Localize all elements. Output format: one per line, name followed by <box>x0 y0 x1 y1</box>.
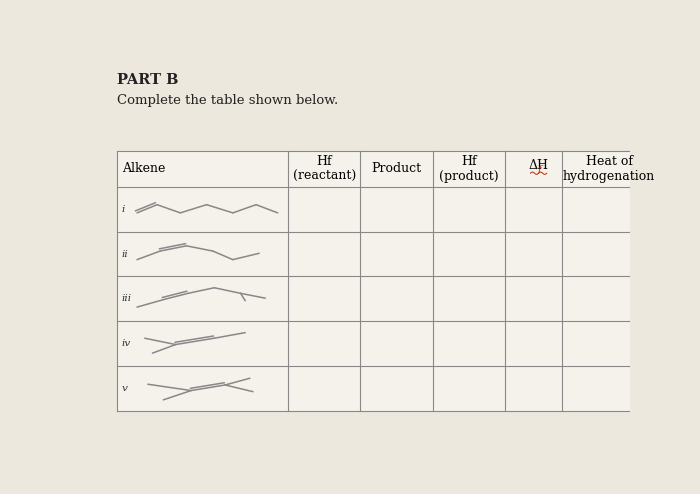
Text: Hf
(reactant): Hf (reactant) <box>293 155 356 183</box>
Text: v: v <box>122 384 127 393</box>
Text: Hf
(product): Hf (product) <box>439 155 498 183</box>
Text: Alkene: Alkene <box>122 162 165 175</box>
Text: f: f <box>538 165 541 174</box>
Text: Heat of
hydrogenation: Heat of hydrogenation <box>563 155 655 183</box>
Text: iii: iii <box>122 294 132 303</box>
Text: i: i <box>122 205 125 213</box>
Text: ΔH: ΔH <box>528 159 549 172</box>
Text: PART B: PART B <box>118 73 178 86</box>
Text: ii: ii <box>122 249 128 258</box>
Text: iv: iv <box>122 339 131 348</box>
Text: Product: Product <box>372 162 421 175</box>
Text: Complete the table shown below.: Complete the table shown below. <box>118 93 339 107</box>
